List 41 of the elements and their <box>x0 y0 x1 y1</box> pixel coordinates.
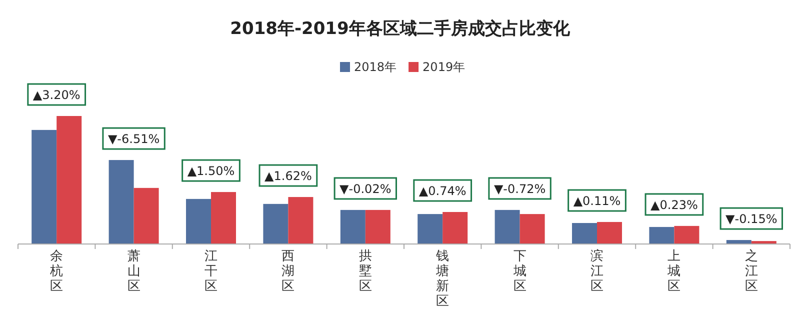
x-tick-label: 萧山区 <box>127 249 140 294</box>
bar <box>418 214 443 244</box>
bar <box>211 192 236 244</box>
bar <box>32 130 57 244</box>
bar <box>288 197 314 244</box>
annotation: ▲0.23% <box>650 198 698 212</box>
legend-label: 2018年 <box>354 60 397 74</box>
bar <box>649 226 674 244</box>
x-tick-label: 江干区 <box>204 249 218 294</box>
annotation: ▼-6.51% <box>108 132 160 146</box>
x-tick-label: 上城区 <box>666 249 681 294</box>
annotation: ▼-0.02% <box>340 182 392 196</box>
annotation: ▼-0.72% <box>494 182 546 196</box>
bar <box>56 116 82 244</box>
bar <box>597 222 622 244</box>
bar <box>494 210 520 244</box>
bar <box>442 212 468 244</box>
bar <box>520 214 545 244</box>
x-tick-label: 滨江区 <box>590 248 604 294</box>
x-tick-label: 钱塘新区 <box>435 249 450 309</box>
bar <box>108 160 134 244</box>
x-tick-label: 西湖区 <box>282 249 295 294</box>
x-tick-label: 下城区 <box>512 249 526 294</box>
annotation: ▼-0.15% <box>726 212 778 226</box>
annotation: ▲1.62% <box>264 169 312 184</box>
bar <box>263 204 288 244</box>
bar <box>186 198 211 244</box>
annotation: ▲3.20% <box>32 88 80 102</box>
x-tick-label: 拱墅区 <box>358 249 372 294</box>
bar <box>572 223 597 244</box>
bar <box>340 210 366 244</box>
bar <box>365 210 390 244</box>
bar <box>134 188 159 244</box>
x-tick-label: 余杭区 <box>49 249 64 294</box>
chart-title: 2018年-2019年各区域二手房成交占比变化 <box>230 19 571 39</box>
bar <box>674 226 700 244</box>
annotation: ▲1.50% <box>187 164 235 178</box>
x-tick-label: 之江区 <box>744 249 758 294</box>
legend-label: 2019年 <box>422 60 466 74</box>
annotation: ▲0.11% <box>573 194 621 208</box>
annotation: ▲0.74% <box>418 184 466 198</box>
